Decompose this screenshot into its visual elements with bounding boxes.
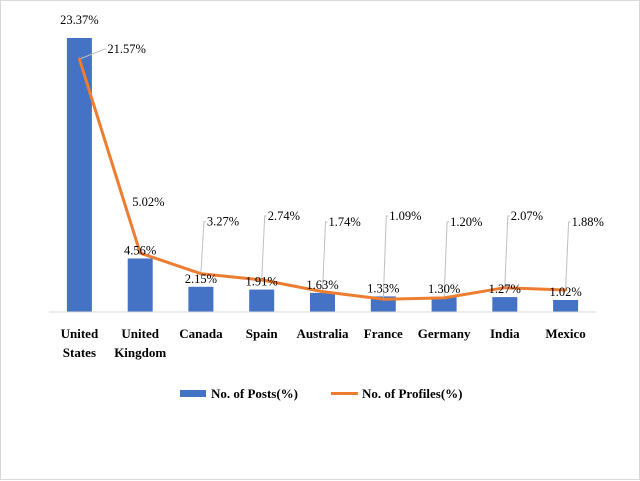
bar-5 — [310, 292, 335, 312]
legend-label-profiles: No. of Profiles(%) — [362, 386, 462, 401]
x-tick-label-8: India — [490, 326, 520, 341]
bar-label-4: 1.91% — [246, 275, 278, 289]
legend: No. of Posts(%) No. of Profiles(%) — [180, 386, 462, 401]
bar-2 — [127, 258, 153, 312]
line-label-4: 2.74% — [268, 209, 300, 223]
bar-label-5: 1.63% — [306, 278, 338, 292]
line-label-1: 21.57% — [107, 42, 146, 56]
bar-label-1: 23.37% — [60, 13, 99, 27]
x-tick-label-7: Germany — [418, 326, 471, 341]
line-label-leader-6 — [382, 215, 389, 300]
profiles-line — [77, 57, 568, 301]
line-label-3: 3.27% — [207, 215, 239, 229]
x-tick-labels-layer: United States United Kingdom Canada Spain Aust… — [61, 326, 586, 360]
line-label-leader-7 — [443, 221, 450, 298]
line-label-7: 1.20% — [450, 215, 482, 229]
x-tick-label-4: Spain — [246, 326, 279, 341]
bar-label-2: 4.56% — [124, 244, 156, 258]
bar-4 — [249, 289, 275, 312]
line-label-leader-4 — [261, 215, 267, 280]
bar-3 — [188, 286, 214, 312]
line-label-leader-8 — [504, 215, 510, 288]
legend-label-posts: No. of Posts(%) — [211, 386, 298, 401]
x-tick-label-2: United Kingdom — [114, 326, 166, 360]
line-series-layer — [77, 57, 568, 301]
bar-label-9: 1.02% — [549, 285, 581, 299]
line-label-leader-5 — [322, 221, 328, 292]
line-label-leader-3 — [200, 221, 206, 274]
x-tick-label-1: United States — [61, 326, 99, 360]
x-tick-label-5: Australia — [297, 326, 350, 341]
bars-layer — [66, 38, 579, 312]
bar-label-6: 1.33% — [367, 281, 399, 295]
legend-swatch-posts — [180, 390, 206, 397]
line-label-leader-9 — [565, 221, 571, 291]
x-tick-label-6: France — [364, 326, 403, 341]
line-label-8: 2.07% — [511, 209, 543, 223]
bar-label-3: 2.15% — [185, 272, 217, 286]
x-tick-label-3: Canada — [179, 326, 223, 341]
data-labels-layer: 23.37% 4.56% 2.15% 1.91% 1.63% 1.33% 1.30% 1.27… — [60, 13, 604, 299]
line-label-leader-1 — [79, 48, 107, 60]
bar-9 — [553, 300, 579, 312]
bar-label-7: 1.30% — [428, 282, 460, 296]
x-tick-label-9: Mexico — [545, 326, 585, 341]
line-label-9: 1.88% — [572, 215, 604, 229]
leader-lines-layer — [79, 48, 571, 300]
line-label-2: 5.02% — [132, 195, 164, 209]
bar-label-8: 1.27% — [489, 282, 521, 296]
bar-7 — [431, 296, 457, 312]
line-label-5: 1.74% — [329, 215, 361, 229]
line-label-6: 1.09% — [389, 209, 421, 223]
bar-1 — [66, 38, 92, 312]
bar-8 — [492, 297, 518, 312]
